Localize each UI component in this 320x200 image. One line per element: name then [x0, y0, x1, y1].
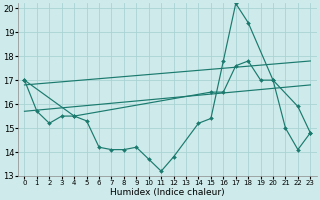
X-axis label: Humidex (Indice chaleur): Humidex (Indice chaleur)	[110, 188, 225, 197]
